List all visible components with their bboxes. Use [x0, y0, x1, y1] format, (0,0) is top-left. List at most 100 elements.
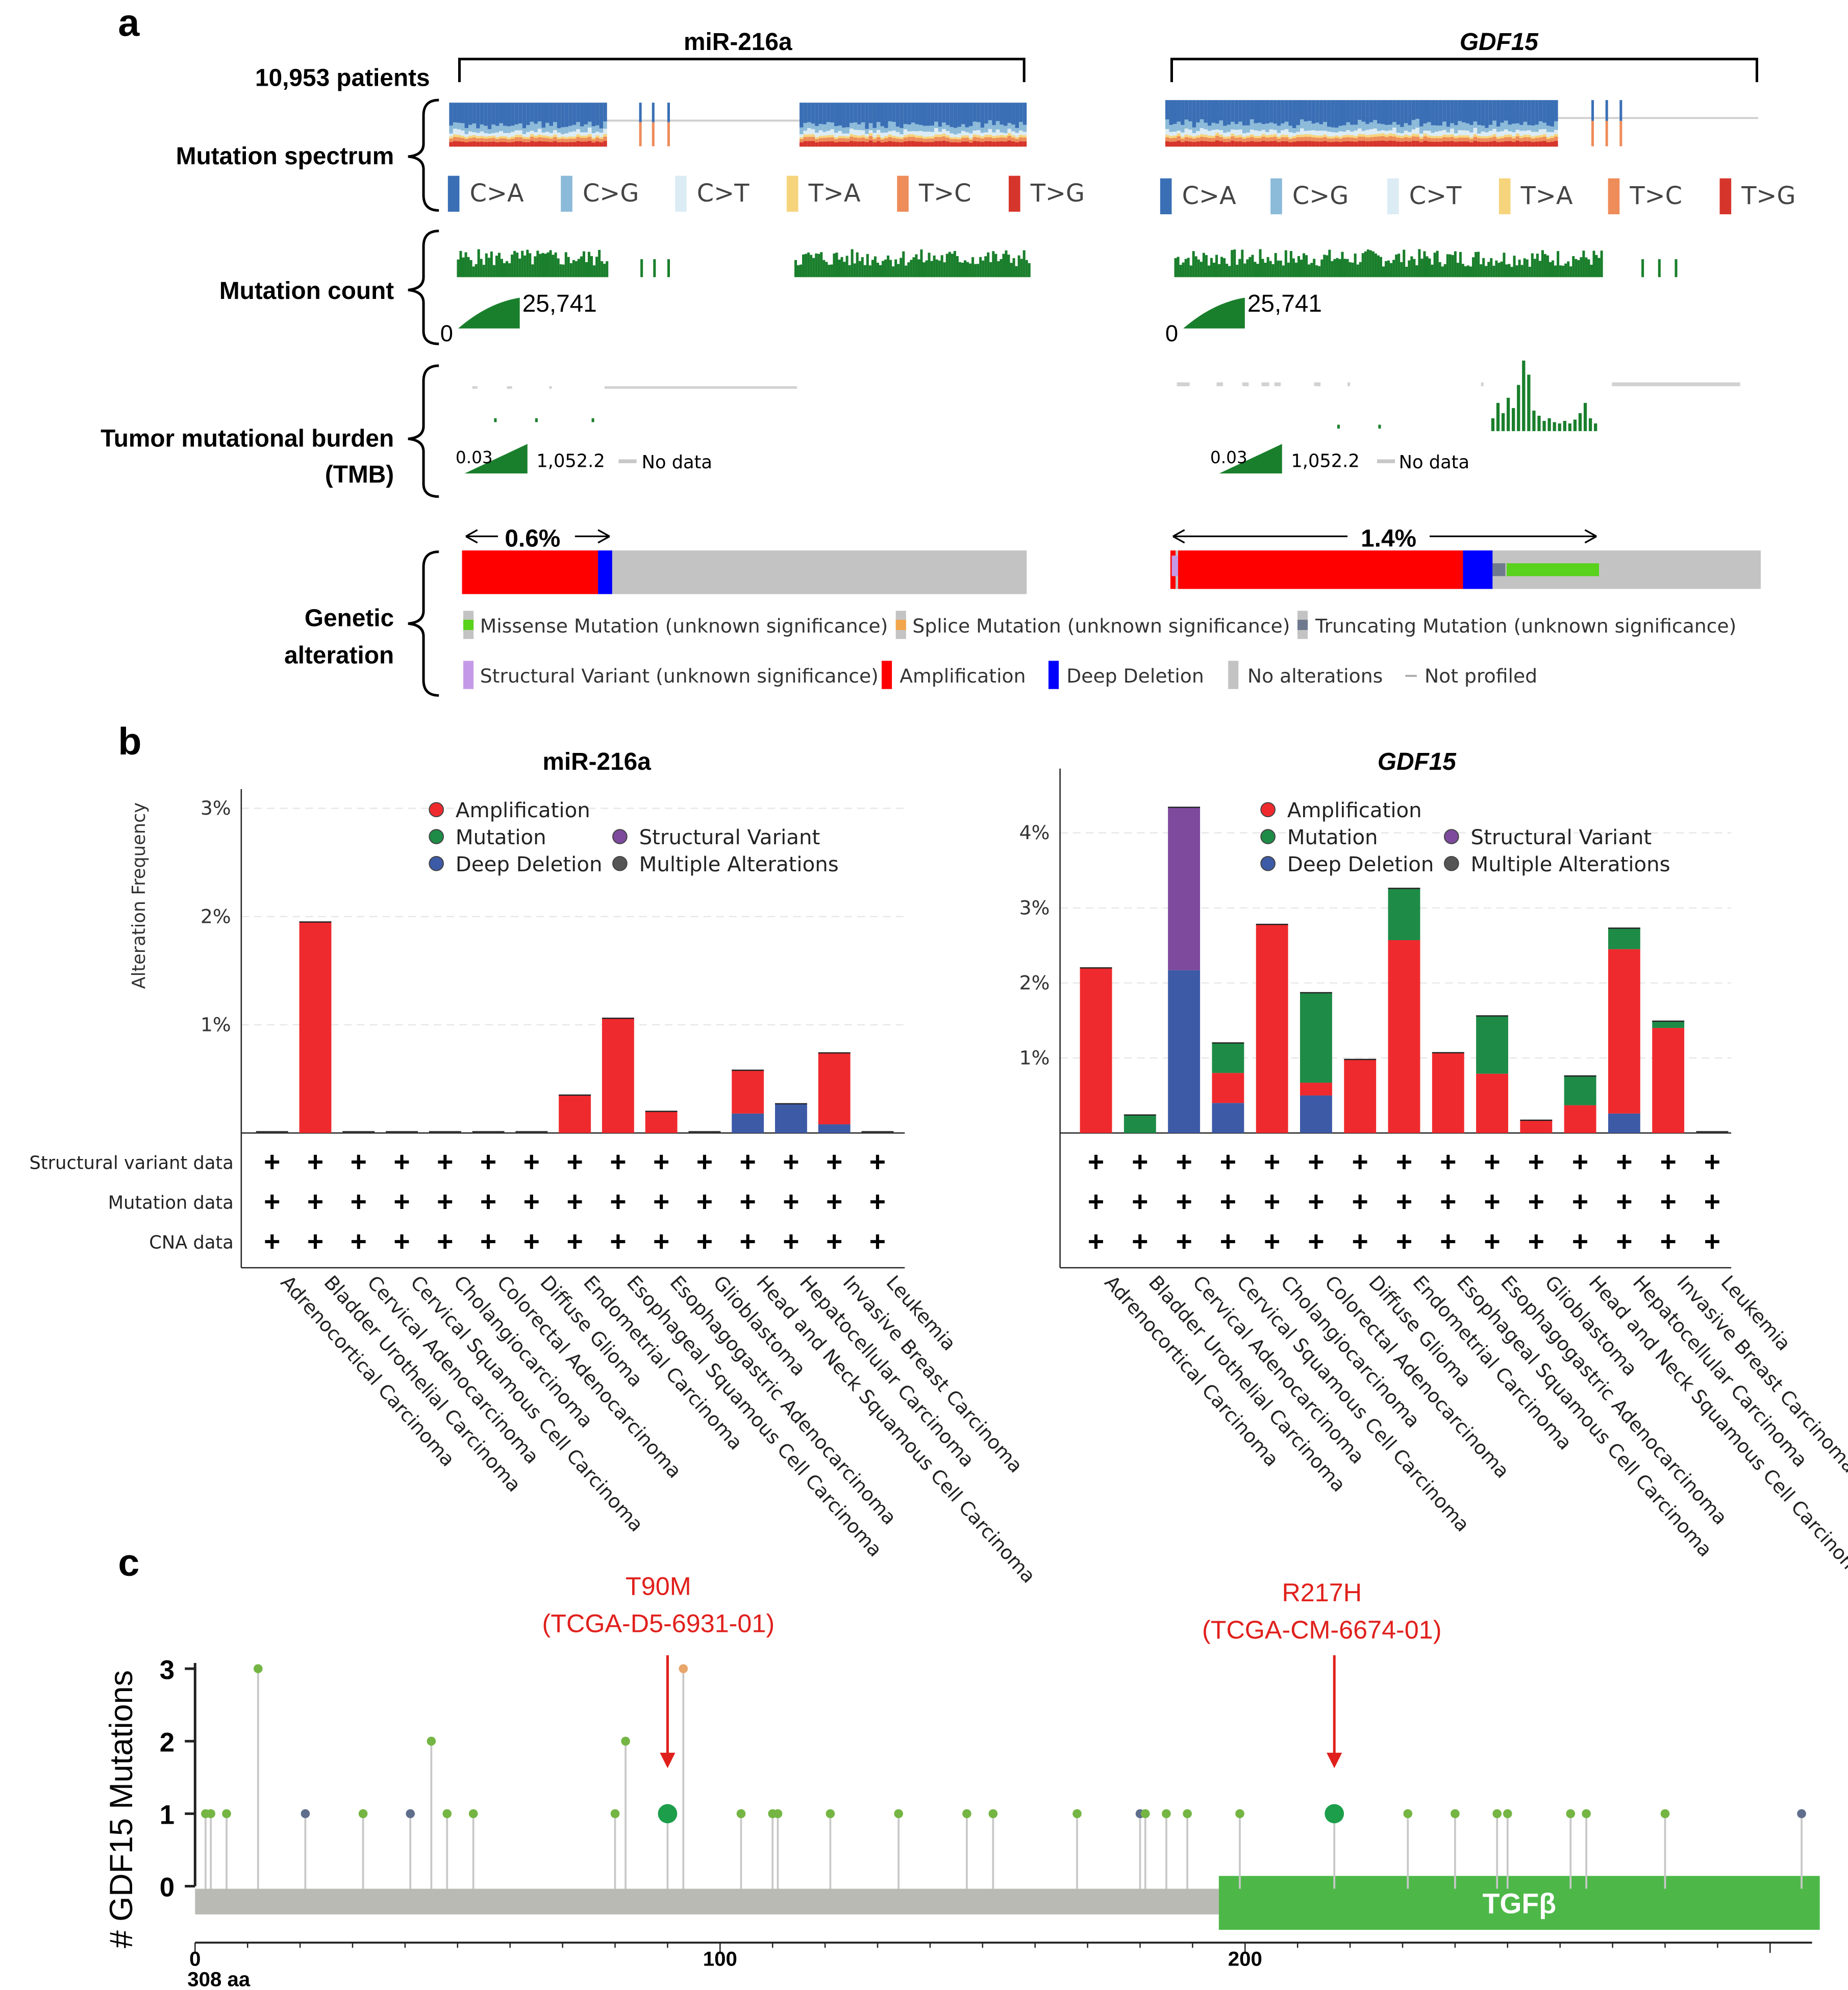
- mutation-count-bar: [1410, 256, 1413, 278]
- mutation-count-bar: [961, 262, 964, 278]
- spectrum-column-part: [1361, 121, 1366, 132]
- spectrum-column-part: [911, 134, 915, 138]
- spectrum-column-part: [942, 129, 946, 134]
- spectrum-column-part: [1342, 132, 1346, 136]
- mutation-count-bar: [1354, 254, 1357, 278]
- data-availability-plus: +: [826, 1225, 842, 1257]
- mutation-count-bar: [1575, 259, 1578, 278]
- data-availability-plus: +: [1396, 1225, 1412, 1257]
- mutation-count-bar: [1177, 257, 1180, 278]
- spectrum-column-part: [1446, 100, 1451, 128]
- spectrum-column-part: [803, 122, 808, 131]
- spectrum-column-part: [1485, 100, 1489, 129]
- spectrum-column-part: [1311, 141, 1316, 147]
- spectrum-column-part: [1535, 100, 1539, 125]
- spectrum-column-part: [1254, 100, 1258, 124]
- spectrum-column-part: [830, 122, 834, 130]
- spectrum-column-part: [557, 103, 561, 129]
- row-label-alteration: alteration: [284, 642, 394, 669]
- annotation-arrowhead: [1327, 1752, 1342, 1769]
- mutation-count-bar: [1189, 265, 1192, 278]
- mutation-count-bar: [1526, 259, 1529, 278]
- data-availability-plus: +: [740, 1146, 756, 1177]
- spectrum-column-part: [1331, 127, 1335, 133]
- spectrum-column-part: [1188, 100, 1192, 122]
- spectrum-column-part: [907, 103, 911, 125]
- spectrum-column-part: [1277, 142, 1281, 147]
- data-availability-plus: +: [1528, 1186, 1544, 1217]
- spectrum-column-part: [472, 103, 477, 124]
- spectrum-column-part: [1172, 141, 1177, 147]
- mutation-marker: [1451, 1809, 1460, 1819]
- spectrum-column-part: [1381, 130, 1385, 134]
- bar-segment: [299, 922, 332, 1133]
- data-availability-plus: +: [740, 1225, 756, 1257]
- mutation-count-bar: [1503, 253, 1506, 278]
- spectrum-column-part: [1022, 124, 1027, 133]
- tmb-value-bar: [1553, 422, 1556, 432]
- spectrum-column-part: [1504, 141, 1508, 147]
- bar-empty: [515, 1131, 548, 1133]
- spectrum-column-part: [1512, 123, 1516, 133]
- data-availability-plus: +: [566, 1225, 583, 1257]
- spectrum-column-part: [1204, 135, 1208, 138]
- spectrum-column-part: [942, 136, 946, 141]
- mutation-count-bar: [977, 264, 980, 278]
- spectrum-column-part: [1512, 142, 1516, 147]
- spectrum-column-part: [1231, 129, 1235, 134]
- tmb-nodata-label-mir216a: No data: [642, 452, 712, 473]
- spectrum-column-part: [1296, 125, 1300, 133]
- spectrum-column-part: [1227, 136, 1231, 139]
- legend-swatch: [882, 661, 892, 689]
- spectrum-column-part: [1331, 132, 1335, 137]
- alteration-track-mir216a: [462, 550, 1027, 594]
- spectrum-column-part: [561, 103, 565, 128]
- spectrum-column-part: [1242, 139, 1246, 143]
- spectrum-column-part: [1200, 128, 1204, 135]
- spectrum-column-part: [1504, 120, 1508, 130]
- spectrum-column-part: [1207, 135, 1212, 139]
- data-availability-plus: +: [783, 1186, 799, 1217]
- mutation-count-bar: [1469, 266, 1472, 278]
- mutation-marker: [1660, 1809, 1670, 1819]
- spectrum-column-part: [464, 134, 469, 138]
- mutation-count-bar: [920, 249, 923, 278]
- spectrum-column-part: [522, 134, 527, 137]
- spectrum-column-part: [930, 132, 935, 137]
- spectrum-column-part: [1327, 136, 1331, 139]
- spectrum-column-part: [1334, 100, 1339, 128]
- spectrum-column-part: [1400, 138, 1404, 142]
- bar-segment: [1256, 924, 1288, 1133]
- mutation-count-bar: [1243, 263, 1246, 278]
- spectrum-column-part: [1200, 137, 1204, 142]
- spectrum-column-part: [1546, 142, 1551, 147]
- spectrum-column-part: [984, 135, 988, 138]
- mutation-count-bar: [640, 259, 643, 278]
- spectrum-column-part: [830, 141, 834, 147]
- spectrum-column-part: [603, 121, 607, 130]
- spectrum-column-part: [1385, 124, 1389, 132]
- data-availability-plus: +: [696, 1186, 713, 1217]
- spectrum-column-part: [1019, 103, 1023, 122]
- spectrum-column-part: [1450, 100, 1454, 124]
- mutation-count-bar: [1261, 259, 1264, 278]
- spectrum-column-part: [1496, 126, 1501, 133]
- spectrum-tick: [667, 122, 670, 146]
- spectrum-column-part: [588, 134, 592, 137]
- mutation-marker: [1162, 1809, 1171, 1819]
- mutation-count-bar: [1580, 257, 1583, 278]
- mutation-count-bar: [969, 263, 972, 278]
- spectrum-column-part: [476, 142, 480, 147]
- spectrum-column-part: [503, 142, 507, 147]
- spectrum-column-part: [1281, 130, 1285, 135]
- mutation-count-bar: [1218, 264, 1221, 278]
- spectrum-column-part: [1508, 134, 1512, 138]
- spectrum-column-part: [984, 103, 988, 124]
- mutation-count-bar: [588, 251, 591, 278]
- spectrum-column-part: [1196, 138, 1200, 142]
- data-availability-plus: +: [264, 1146, 280, 1177]
- spectrum-column-part: [872, 128, 877, 134]
- spectrum-tick: [639, 103, 642, 122]
- spectrum-column-part: [868, 103, 873, 124]
- spectrum-column-part: [1446, 137, 1451, 142]
